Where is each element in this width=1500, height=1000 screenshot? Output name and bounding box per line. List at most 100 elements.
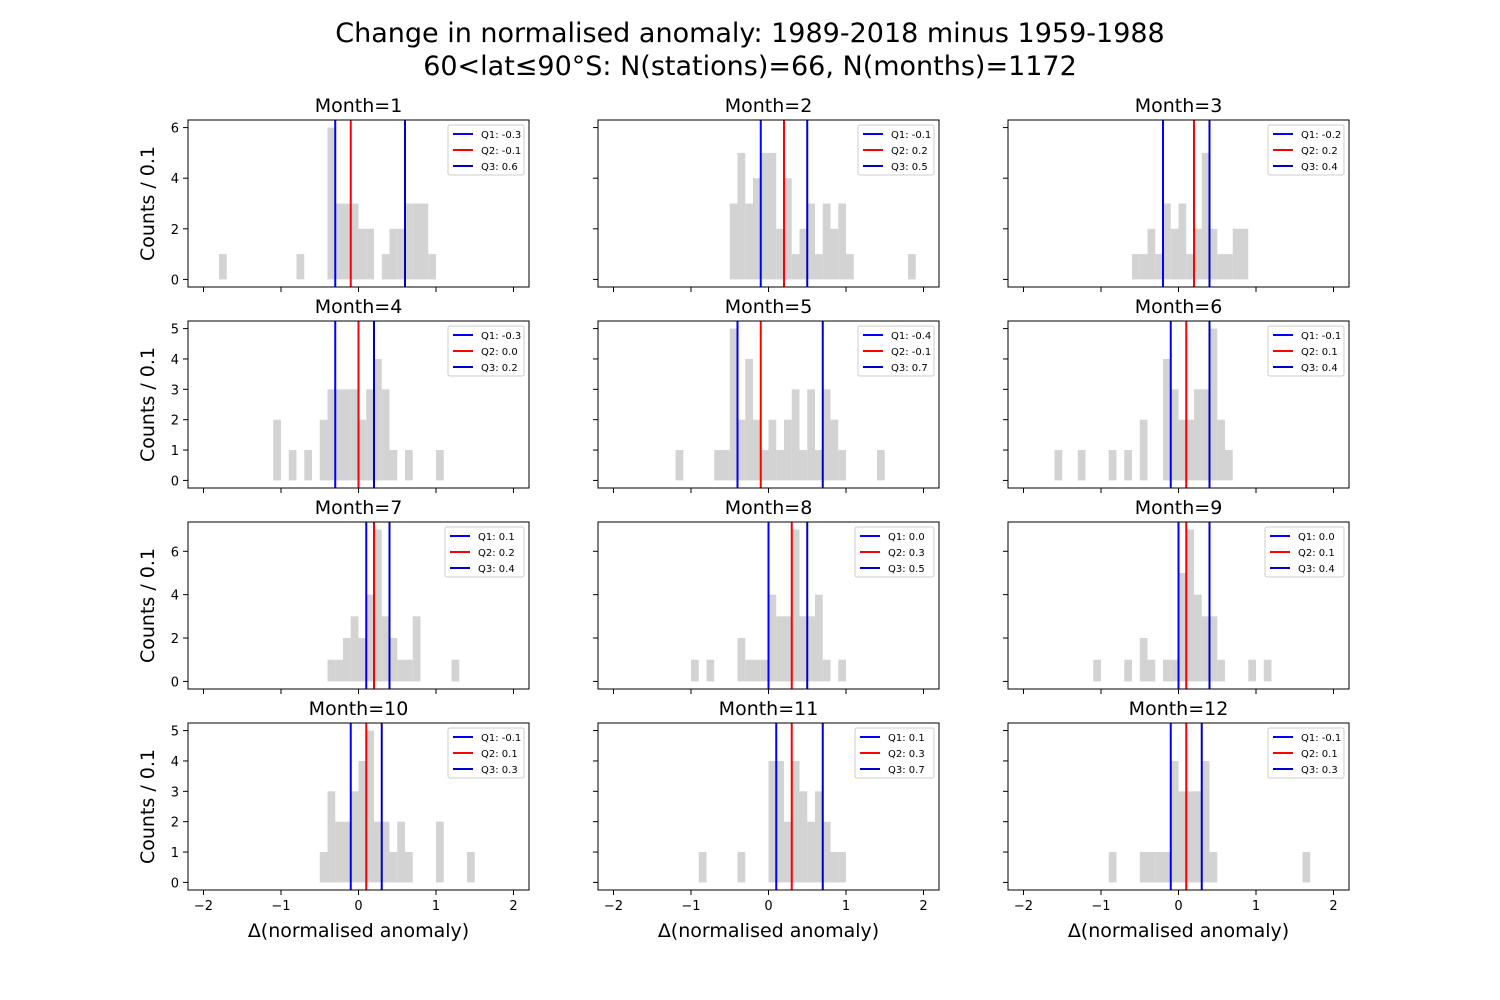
histogram-bar [1217,419,1225,481]
panel-title: Month=1 [315,95,403,117]
histogram-bar [791,760,800,883]
histogram-bar [1209,616,1218,682]
histogram-bar [389,450,398,481]
histogram-bar [1178,203,1187,280]
legend: Q1: -0.1 Q2: 0.2 Q3: 0.5 [857,124,935,176]
histogram-bar [1209,228,1218,280]
panel-month-10: Month=10 −2 −1 0 1 2 0 1 2 3 4 5 Counts / 0.1 Δ(norma… [137,698,530,942]
histogram-bar [381,389,390,481]
histogram-bar [1139,852,1148,883]
x-tick-label: −1 [681,899,700,914]
histogram-bar [319,419,328,481]
x-tick-label: 1 [432,899,440,914]
histogram-bar [737,419,746,481]
histogram-bar [776,760,784,883]
histogram-bar [343,821,351,883]
histogram-bar [358,419,367,481]
panel-title: Month=9 [1135,497,1223,519]
y-tick-label: 4 [171,353,179,368]
histogram-bar [1194,594,1202,682]
legend-box [447,325,525,377]
histogram-bar [428,254,436,280]
histogram-bar [760,659,769,682]
legend-box [857,124,935,176]
legend-box [854,526,935,578]
histogram-bar [412,203,421,280]
histogram-bar [1225,450,1233,481]
histogram-bar [358,638,367,682]
histogram-bar [335,659,343,682]
histogram-bar [327,127,336,280]
legend: Q1: 0.0 Q2: 0.1 Q3: 0.4 [1264,526,1345,578]
histogram-bar [350,791,359,883]
histogram-bar [714,450,722,481]
histogram-bar [729,328,738,481]
histogram-bar [412,616,421,682]
histogram-bar [799,791,808,883]
histogram-bar [722,450,730,481]
legend-label-q1: Q1: -0.1 [1301,331,1341,342]
histogram-bar [1147,228,1156,280]
legend-label-q1: Q1: 0.1 [478,532,515,543]
histogram-bar [807,389,815,481]
histogram-bar [1194,791,1202,883]
legend: Q1: -0.3 Q2: 0.0 Q3: 0.2 [447,325,525,377]
histogram-bar [381,254,390,280]
histogram-bar [1302,852,1311,883]
panel-month-7: Month=7 0 2 4 6 Counts / 0.1 Q1: 0.1 Q2: 0.2 Q3:… [137,497,530,694]
histogram-bar [807,203,815,280]
histogram-bar [1232,228,1241,280]
histogram-bar [397,228,405,280]
histogram-bar [1155,254,1163,280]
histogram-bar [838,203,846,280]
x-tick-label: 1 [842,899,850,914]
histogram-bar [737,852,746,883]
panel-title: Month=12 [1129,698,1229,720]
legend-box [447,727,525,779]
x-tick-label: −2 [604,899,623,914]
histogram-bar [366,389,374,481]
legend-box [1267,727,1345,779]
histogram-bar [1194,389,1202,481]
histogram-bar [760,152,769,280]
y-tick-label: 2 [171,414,179,429]
histogram-bar [1147,659,1156,682]
histogram-bar [335,389,343,481]
panel-title: Month=5 [725,296,813,318]
x-tick-label: −2 [194,899,213,914]
histogram-bar [1248,659,1256,682]
histogram-bar [1163,358,1171,481]
histogram-bar [830,228,839,280]
y-axis-label: Counts / 0.1 [137,146,159,261]
y-tick-label: 3 [171,383,179,398]
figure-title: Change in normalised anomaly: 1989-2018 … [335,18,1164,49]
histogram-bar [1186,254,1194,280]
y-tick-label: 2 [171,223,179,238]
legend-label-q1: Q1: -0.4 [891,331,931,342]
histogram-bar [807,821,815,883]
histogram-bar [1217,659,1225,682]
legend-label-q1: Q1: -0.1 [481,733,521,744]
legend-label-q2: Q2: 0.2 [891,146,928,157]
legend-label-q3: Q3: 0.2 [481,363,518,374]
histogram-bar [219,254,227,280]
legend: Q1: -0.4 Q2: -0.1 Q3: 0.7 [857,325,935,377]
y-tick-label: 5 [171,725,179,740]
histogram-bar [1108,852,1117,883]
histogram-bar [822,203,831,280]
histogram-bar [1163,659,1171,682]
figure-subtitle: 60<lat≤90°S: N(stations)=66, N(months)=1… [423,51,1077,82]
histogram-bar [451,659,460,682]
histogram-bar [1209,852,1218,883]
legend-box [1264,526,1345,578]
panel-title: Month=8 [725,497,813,519]
histogram-bar [1209,328,1218,481]
histogram-bar [1077,450,1086,481]
legend-label-q3: Q3: 0.6 [481,162,518,173]
histogram-bar [1186,791,1194,883]
x-tick-label: 2 [1329,899,1337,914]
histogram-bar [1054,450,1063,481]
x-tick-label: −1 [271,899,290,914]
legend-label-q2: Q2: 0.1 [1301,749,1338,760]
histogram-bar [838,659,846,682]
